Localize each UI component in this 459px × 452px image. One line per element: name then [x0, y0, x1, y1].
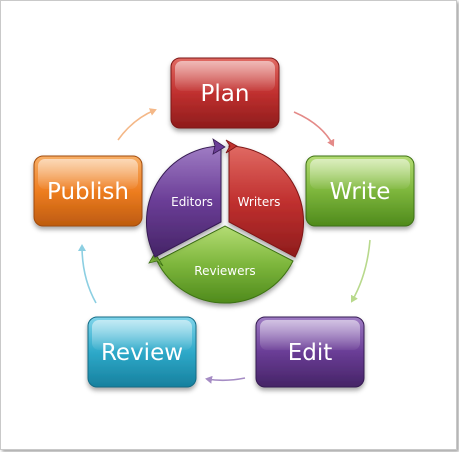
- segment-writers: Writers: [225, 139, 305, 258]
- step-review: Review: [87, 316, 197, 388]
- arrow-review-to-publish: [78, 244, 97, 304]
- arrow-write-to-edit: [351, 239, 371, 303]
- roles-wheel: Writers Reviewers Editors: [145, 138, 305, 304]
- step-label: Publish: [47, 179, 129, 205]
- segment-label: Writers: [238, 195, 281, 209]
- arrow-publish-to-plan: [117, 108, 157, 141]
- step-label: Plan: [201, 81, 250, 107]
- segment-label: Editors: [171, 195, 213, 209]
- step-publish: Publish: [33, 155, 143, 227]
- segment-editors: Editors: [145, 138, 226, 258]
- step-plan: Plan: [170, 57, 280, 129]
- segment-label: Reviewers: [194, 264, 255, 278]
- step-label: Review: [101, 340, 183, 366]
- step-write: Write: [305, 155, 415, 227]
- arrow-plan-to-write: [293, 111, 335, 147]
- step-edit: Edit: [255, 316, 365, 388]
- step-label: Edit: [288, 340, 333, 366]
- arrow-edit-to-review: [205, 375, 246, 384]
- step-label: Write: [330, 179, 391, 205]
